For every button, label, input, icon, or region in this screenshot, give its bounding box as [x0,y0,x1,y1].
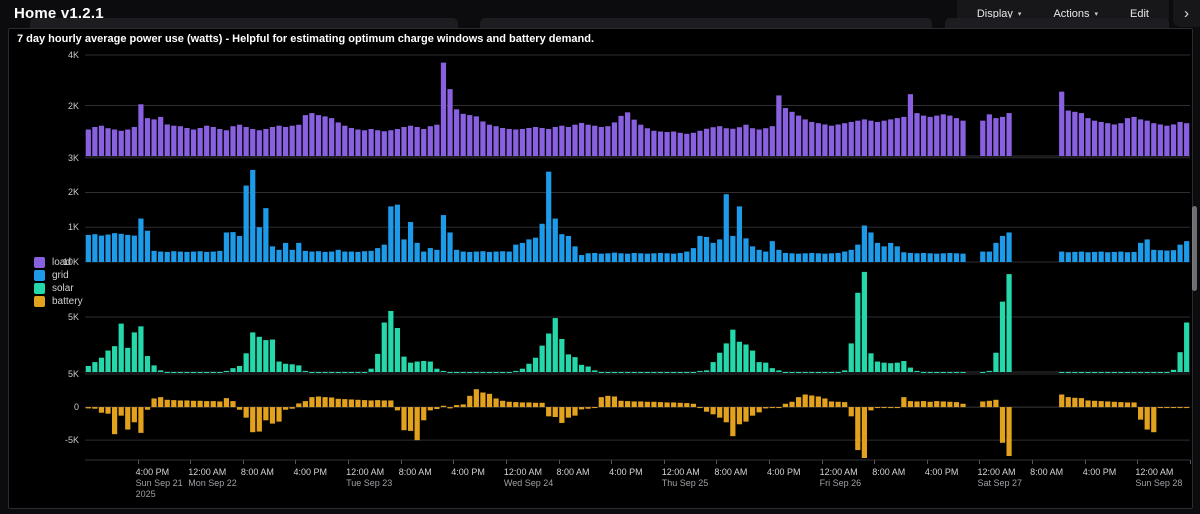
x-axis-tick [190,460,192,464]
x-axis-tick [1137,460,1139,464]
collapsed-row[interactable] [480,18,932,28]
legend-item-grid[interactable]: grid [34,269,83,282]
menu-label: Actions [1053,7,1090,20]
legend-item-solar[interactable]: solar [34,282,83,295]
x-axis-tick [295,460,297,464]
legend-label: grid [52,270,69,281]
x-axis-tick-label: 12:00 AM Tue Sep 23 [346,467,393,488]
x-axis-tick-label: 12:00 AM Fri Sep 26 [819,467,862,488]
menu-label: Display [976,7,1013,20]
scrollbar-thumb[interactable] [1192,206,1197,291]
x-axis-tick [874,460,876,464]
x-axis-tick [979,460,981,464]
x-axis-tick-label: 8:00 AM [556,467,590,477]
x-axis-tick [1084,460,1086,464]
y-axis-tick-label: 2K [67,100,79,111]
collapsed-row[interactable] [30,18,458,28]
x-axis-tick-label: 12:00 AM Sun Sep 28 [1135,467,1183,488]
legend-item-load[interactable]: load [34,256,83,269]
panel-title: 7 day hourly average power use (watts) -… [17,33,594,45]
x-axis-tick [242,460,244,464]
x-axis-tick-label: 4:00 PM [1082,467,1117,477]
legend-label: battery [52,296,83,307]
x-axis-tick [505,460,507,464]
menu-display[interactable]: Display ▾ [977,8,1022,20]
expand-panel-button[interactable]: › [1173,0,1200,27]
x-axis-tick [1189,460,1191,464]
x-axis-tick-label: 4:00 PM [767,467,801,477]
app-title: Home v1.2.1 [14,5,104,22]
chart-legend: load grid solar battery [34,256,83,308]
chart-panel: 7 day hourly average power use (watts) -… [8,28,1193,509]
y-axis-tick-label: 4K [67,50,79,61]
x-axis-tick [769,460,770,464]
x-axis-tick [1032,460,1034,464]
x-axis-tick [611,460,613,464]
y-axis-tick-label: 1K [67,222,79,233]
x-axis-tick-label: 12:00 AM Wed Sep 24 [503,467,554,488]
legend-swatch-solar [34,283,45,294]
x-axis-tick-label: 4:00 PM [293,467,327,477]
x-axis-tick-label: 8:00 AM [240,467,274,477]
y-axis-tick-label: 2K [67,187,79,198]
x-axis-tick [558,460,560,464]
y-axis-tick-label: 5K [67,368,79,379]
y-axis-tick-label: 5K [67,312,79,322]
y-axis-tick-label: 0 [73,402,79,413]
legend-label: solar [52,283,74,294]
y-axis-tick-label: 3K [67,152,79,163]
x-axis-tick [453,460,455,464]
y-axis-tick-label: 10K [62,257,79,267]
power-bar-chart[interactable] [85,50,1191,461]
x-axis-tick [926,460,928,464]
menu-actions[interactable]: Actions ▾ [1053,8,1098,20]
x-axis-tick-label: 12:00 AM Sat Sep 27 [977,467,1023,488]
menu-label: Edit [1130,7,1149,20]
x-axis-tick [137,460,139,464]
x-axis-tick-label: 4:00 PM [609,467,643,477]
x-axis-tick-label: 8:00 AM [872,467,906,477]
x-axis-tick [663,460,665,464]
caret-down-icon: ▾ [1094,10,1099,18]
x-axis-tick [821,460,823,464]
caret-down-icon: ▾ [1017,10,1022,18]
legend-swatch-battery [34,296,45,307]
x-axis-tick-label: 4:00 PM Sun Sep 21 2025 [135,467,183,499]
x-axis-tick-label: 4:00 PM [451,467,485,477]
x-axis-tick-label: 12:00 AM Thu Sep 25 [661,467,709,488]
legend-item-battery[interactable]: battery [34,295,83,308]
chevron-right-icon: › [1184,5,1189,22]
x-axis-tick [400,460,402,464]
x-axis-tick [716,460,718,464]
x-axis-tick-label: 8:00 AM [714,467,748,477]
x-axis-tick-label: 4:00 PM [924,467,959,477]
x-axis-tick-label: 12:00 AM Mon Sep 22 [188,467,237,488]
y-axis-tick-label: -5K [64,435,79,446]
legend-swatch-load [34,257,45,268]
legend-label: load [52,257,71,268]
menu-edit[interactable]: Edit [1130,8,1149,20]
x-axis-tick-label: 8:00 AM [398,467,432,477]
collapsed-row[interactable] [945,18,1169,28]
x-axis-tick-label: 8:00 AM [1030,467,1064,477]
legend-swatch-grid [34,270,45,281]
x-axis-tick [348,460,350,464]
x-axis: 4:00 PM Sun Sep 21 2025 12:00 AM Mon Sep 22 8… [85,460,1195,506]
